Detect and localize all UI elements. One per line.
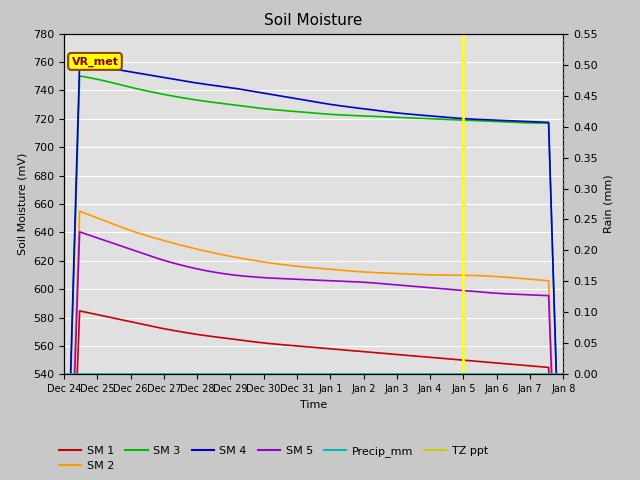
SM 1: [428, 355, 436, 360]
Precip_mm: [60, 372, 68, 377]
X-axis label: Time: Time: [300, 400, 327, 409]
SM 1: [515, 362, 522, 368]
SM 1: [364, 349, 372, 355]
Precip_mm: [339, 372, 347, 377]
Line: SM 1: SM 1: [64, 311, 563, 480]
SM 5: [428, 285, 436, 291]
Legend: SM 1, SM 2, SM 3, SM 4, SM 5, Precip_mm, TZ ppt: SM 1, SM 2, SM 3, SM 4, SM 5, Precip_mm,…: [54, 441, 493, 476]
SM 2: [428, 272, 436, 278]
SM 4: [216, 84, 224, 89]
SM 5: [76, 229, 83, 235]
SM 2: [364, 269, 372, 275]
SM 2: [216, 252, 224, 257]
SM 3: [428, 116, 436, 122]
SM 3: [515, 120, 522, 125]
Text: VR_met: VR_met: [72, 56, 118, 67]
SM 1: [216, 335, 224, 340]
Y-axis label: Soil Moisture (mV): Soil Moisture (mV): [17, 153, 28, 255]
SM 5: [515, 291, 522, 297]
Precip_mm: [427, 372, 435, 377]
SM 5: [272, 276, 280, 281]
SM 3: [340, 112, 348, 118]
Y-axis label: Rain (mm): Rain (mm): [604, 175, 613, 233]
SM 5: [364, 280, 372, 286]
SM 3: [216, 100, 224, 106]
SM 4: [340, 104, 348, 109]
SM 4: [76, 60, 83, 65]
SM 3: [364, 113, 372, 119]
Line: SM 5: SM 5: [64, 232, 563, 480]
SM 3: [76, 73, 83, 79]
SM 1: [272, 341, 280, 347]
Line: SM 4: SM 4: [64, 62, 563, 480]
SM 2: [272, 261, 280, 266]
SM 4: [364, 107, 372, 112]
SM 4: [515, 118, 522, 124]
Precip_mm: [271, 372, 278, 377]
SM 2: [76, 208, 83, 214]
Title: Soil Moisture: Soil Moisture: [264, 13, 363, 28]
Line: SM 3: SM 3: [64, 76, 563, 480]
SM 5: [340, 278, 348, 284]
SM 5: [216, 270, 224, 276]
SM 4: [428, 113, 436, 119]
Precip_mm: [364, 372, 371, 377]
Precip_mm: [559, 372, 567, 377]
Precip_mm: [513, 372, 521, 377]
SM 1: [76, 308, 83, 314]
SM 1: [340, 347, 348, 353]
SM 4: [272, 92, 280, 98]
SM 2: [340, 267, 348, 273]
SM 2: [515, 276, 522, 281]
Precip_mm: [216, 372, 223, 377]
SM 3: [272, 107, 280, 113]
Line: SM 2: SM 2: [64, 211, 563, 480]
